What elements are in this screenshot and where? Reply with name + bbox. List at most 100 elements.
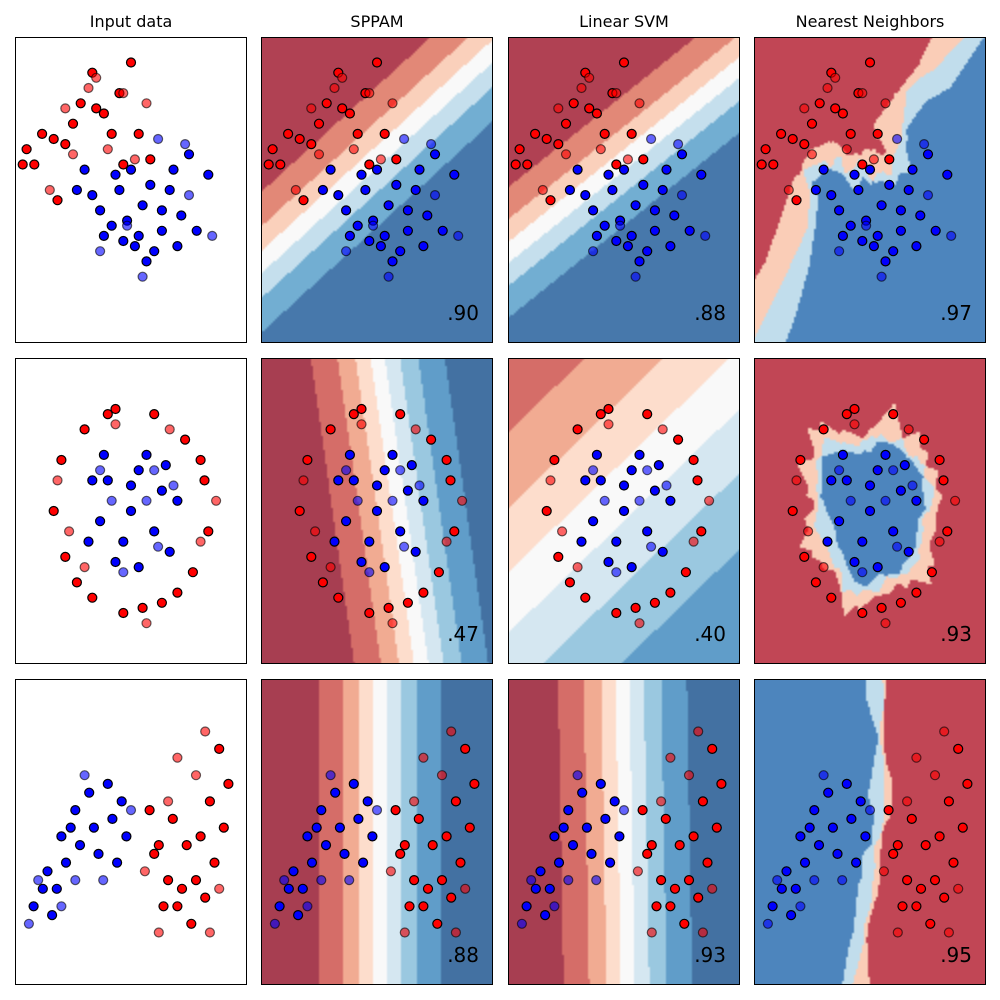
train-point — [422, 883, 434, 894]
train-point — [371, 480, 383, 491]
train-point — [418, 587, 429, 598]
train-point — [413, 813, 424, 824]
train-point — [603, 403, 614, 415]
train-point — [911, 241, 922, 252]
train-point — [111, 857, 123, 868]
train-point — [669, 883, 681, 894]
train-point — [618, 505, 630, 517]
test-point — [864, 805, 876, 816]
train-point — [333, 475, 344, 486]
test-point — [340, 246, 352, 257]
train-point — [375, 241, 387, 252]
train-point — [787, 133, 798, 145]
score-label: .93 — [940, 622, 972, 646]
train-point — [94, 516, 106, 527]
test-point — [139, 866, 150, 877]
train-point — [688, 831, 699, 842]
train-point — [214, 743, 225, 755]
train-point — [352, 220, 363, 231]
train-point — [826, 475, 837, 486]
test-point — [195, 536, 206, 547]
train-point — [522, 159, 533, 170]
train-point — [702, 857, 713, 868]
train-point — [348, 475, 359, 486]
panel-plot — [754, 358, 986, 664]
test-point — [880, 495, 891, 506]
test-point — [214, 883, 225, 894]
train-point — [125, 505, 137, 517]
train-point — [642, 408, 653, 420]
train-point — [102, 475, 113, 486]
test-point — [33, 875, 44, 886]
train-point — [638, 179, 649, 190]
test-point — [129, 154, 141, 165]
train-point — [915, 883, 927, 894]
test-point — [693, 726, 704, 737]
train-point — [125, 57, 137, 68]
test-point — [385, 866, 396, 877]
test-point — [950, 495, 961, 506]
test-point — [657, 424, 668, 435]
train-point — [172, 495, 183, 506]
panel-linearly-separable-sppam: .90 — [261, 37, 493, 343]
test-point — [868, 154, 880, 165]
train-point — [603, 556, 614, 568]
train-point — [934, 454, 945, 466]
train-point — [422, 210, 433, 221]
train-point — [591, 230, 603, 241]
train-point — [145, 154, 156, 165]
train-point — [160, 459, 171, 471]
train-point — [814, 98, 825, 109]
train-point — [371, 164, 383, 175]
panel-plot — [754, 37, 986, 343]
train-point — [360, 184, 371, 196]
train-point — [203, 526, 214, 537]
train-point — [595, 475, 606, 486]
train-point — [149, 408, 160, 420]
test-point — [516, 918, 527, 929]
train-point — [823, 787, 834, 798]
train-point — [445, 475, 456, 486]
test-point — [110, 419, 121, 430]
train-point — [306, 138, 317, 150]
train-point — [356, 556, 367, 568]
test-point — [56, 901, 67, 912]
train-point — [325, 164, 336, 175]
train-point — [149, 246, 160, 257]
train-point — [344, 230, 356, 241]
train-point — [102, 778, 113, 790]
train-point — [857, 159, 868, 170]
train-point — [98, 108, 110, 119]
train-point — [133, 230, 144, 241]
train-point — [156, 485, 167, 496]
train-point — [391, 154, 402, 165]
train-point — [611, 159, 622, 170]
test-point — [818, 562, 829, 573]
train-point — [163, 875, 174, 886]
train-point — [649, 485, 660, 496]
score-label: .88 — [447, 943, 479, 967]
panel-circles-linear-svm: .40 — [508, 358, 740, 664]
panel-moons-input-data — [15, 679, 247, 985]
train-point — [302, 454, 313, 466]
train-point — [809, 805, 820, 816]
train-point — [410, 184, 421, 196]
train-point — [864, 164, 876, 175]
train-point — [791, 195, 802, 206]
test-point — [98, 875, 109, 886]
train-point — [680, 567, 691, 578]
train-point — [626, 128, 637, 140]
train-point — [283, 128, 294, 140]
test-point — [153, 927, 164, 938]
train-point — [911, 587, 922, 598]
train-point — [622, 241, 634, 252]
test-point — [399, 133, 410, 145]
train-point — [87, 592, 98, 603]
train-point — [897, 901, 908, 912]
train-point — [883, 805, 894, 816]
data-points — [17, 57, 218, 282]
train-point — [164, 184, 175, 196]
train-point — [549, 454, 560, 466]
train-point — [379, 562, 390, 573]
train-point — [591, 449, 603, 461]
